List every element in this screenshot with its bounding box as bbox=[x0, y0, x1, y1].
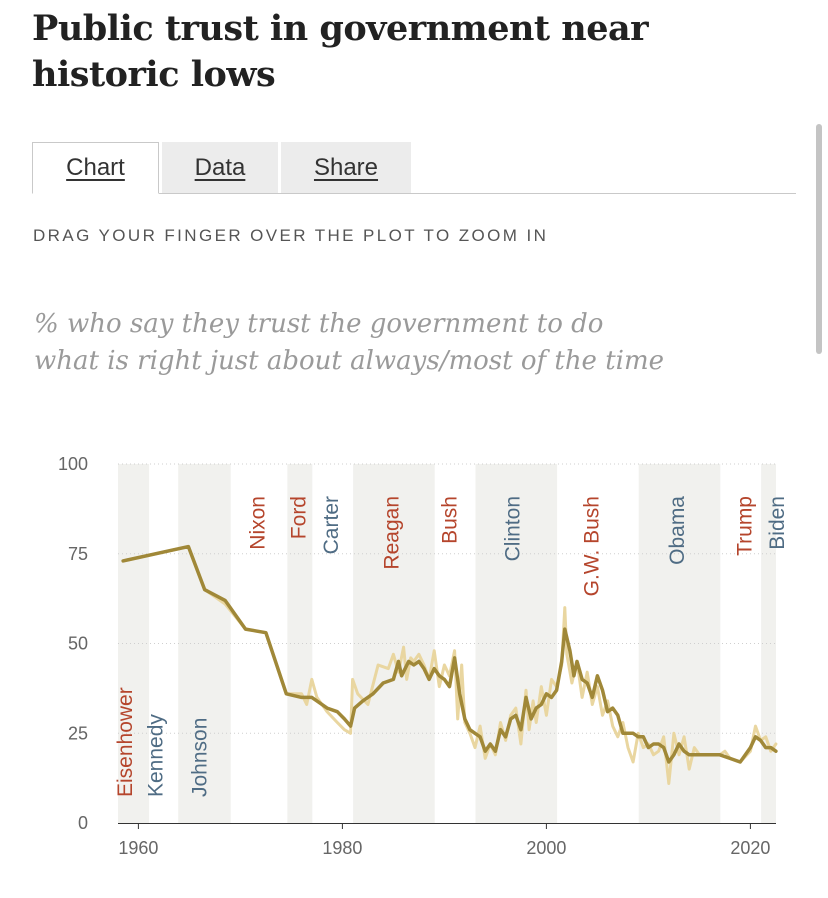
trust-line-chart[interactable]: 0 25 50 75 100 1960 1980 2000 2020 Eisenhower Ke… bbox=[0, 440, 828, 880]
president-label-bush: Bush bbox=[439, 496, 462, 544]
page-title: Public trust in government near historic… bbox=[32, 8, 649, 95]
president-label-biden: Biden bbox=[766, 496, 789, 550]
data-lines bbox=[121, 544, 778, 785]
presidential-term-bands bbox=[118, 464, 776, 823]
y-tick-label-0: 0 bbox=[78, 813, 88, 833]
zoom-hint: DRAG YOUR FINGER OVER THE PLOT TO ZOOM I… bbox=[33, 226, 549, 245]
tab-share[interactable]: Share bbox=[281, 142, 411, 193]
president-label-trump: Trump bbox=[733, 496, 756, 556]
tab-data[interactable]: Data bbox=[162, 142, 278, 193]
term-band-biden bbox=[761, 464, 776, 823]
x-axis: 1960 1980 2000 2020 bbox=[118, 823, 776, 858]
president-label-carter: Carter bbox=[320, 496, 343, 554]
chart-subtitle: % who say they trust the government to d… bbox=[34, 309, 665, 376]
y-axis-tick-labels: 0 25 50 75 100 bbox=[58, 454, 88, 833]
tab-chart[interactable]: Chart bbox=[32, 142, 159, 194]
gridlines bbox=[118, 463, 776, 734]
president-label-eisenhower: Eisenhower bbox=[114, 687, 137, 797]
y-tick-label-50: 50 bbox=[68, 634, 88, 654]
president-label-nixon: Nixon bbox=[247, 496, 270, 550]
moving-average-line bbox=[121, 544, 778, 764]
page-scrollbar[interactable] bbox=[816, 124, 822, 354]
y-tick-label-25: 25 bbox=[68, 723, 88, 743]
president-label-reagan: Reagan bbox=[380, 496, 403, 570]
president-label-clinton: Clinton bbox=[502, 496, 525, 561]
president-label-johnson: Johnson bbox=[189, 718, 212, 797]
president-labels: Eisenhower Kennedy Johnson Nixon Ford Carter R… bbox=[114, 496, 789, 797]
president-label-obama: Obama bbox=[666, 496, 689, 565]
y-tick-label-100: 100 bbox=[58, 454, 88, 474]
president-label-ford: Ford bbox=[288, 496, 311, 539]
tab-bar: Chart Data Share bbox=[32, 142, 796, 194]
president-label-g-w-bush: G.W. Bush bbox=[580, 496, 603, 596]
tab-bar-divider bbox=[32, 193, 796, 194]
term-band-eisenhower bbox=[118, 464, 150, 823]
x-tick-label-1960: 1960 bbox=[118, 838, 158, 858]
term-band-ford bbox=[287, 464, 313, 823]
president-label-kennedy: Kennedy bbox=[145, 714, 168, 797]
x-tick-label-1980: 1980 bbox=[322, 838, 362, 858]
x-tick-label-2020: 2020 bbox=[730, 838, 770, 858]
term-band-clinton bbox=[475, 464, 558, 823]
x-tick-label-2000: 2000 bbox=[526, 838, 566, 858]
y-tick-label-75: 75 bbox=[68, 544, 88, 564]
